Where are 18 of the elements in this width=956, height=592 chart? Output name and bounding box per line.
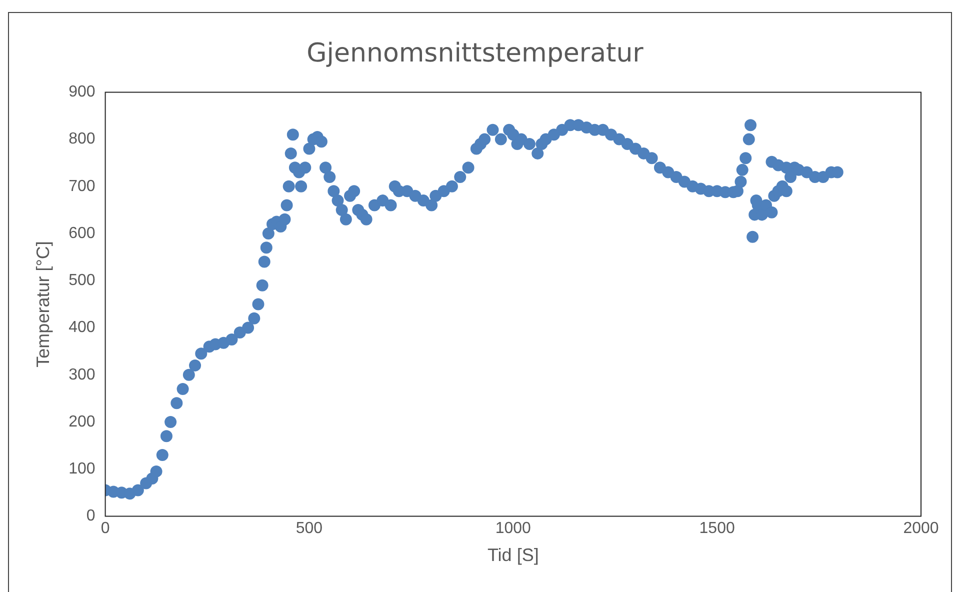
- y-tick-label: 100: [68, 460, 96, 478]
- x-axis-title: Tid [S]: [487, 545, 539, 566]
- y-tick-label: 0: [86, 508, 96, 525]
- y-tick-label: 400: [68, 319, 96, 336]
- y-axis-title: Temperatur [°C]: [32, 241, 53, 368]
- x-tick-label: 1500: [699, 520, 735, 538]
- y-tick-label: 300: [68, 366, 96, 384]
- y-tick-label: 800: [68, 130, 96, 148]
- y-tick-label: 900: [68, 84, 96, 101]
- chart-title: Gjennomsnittstemperatur: [306, 38, 644, 68]
- y-tick-label: 200: [68, 413, 96, 430]
- y-tick-label: 600: [68, 224, 96, 242]
- y-tick-label: 700: [68, 178, 96, 195]
- y-tick-label: 500: [68, 272, 96, 290]
- x-tick-label: 2000: [903, 520, 939, 538]
- x-tick-label: 1000: [495, 520, 532, 538]
- x-tick-label: 500: [296, 520, 323, 538]
- x-tick-label: 0: [100, 520, 110, 538]
